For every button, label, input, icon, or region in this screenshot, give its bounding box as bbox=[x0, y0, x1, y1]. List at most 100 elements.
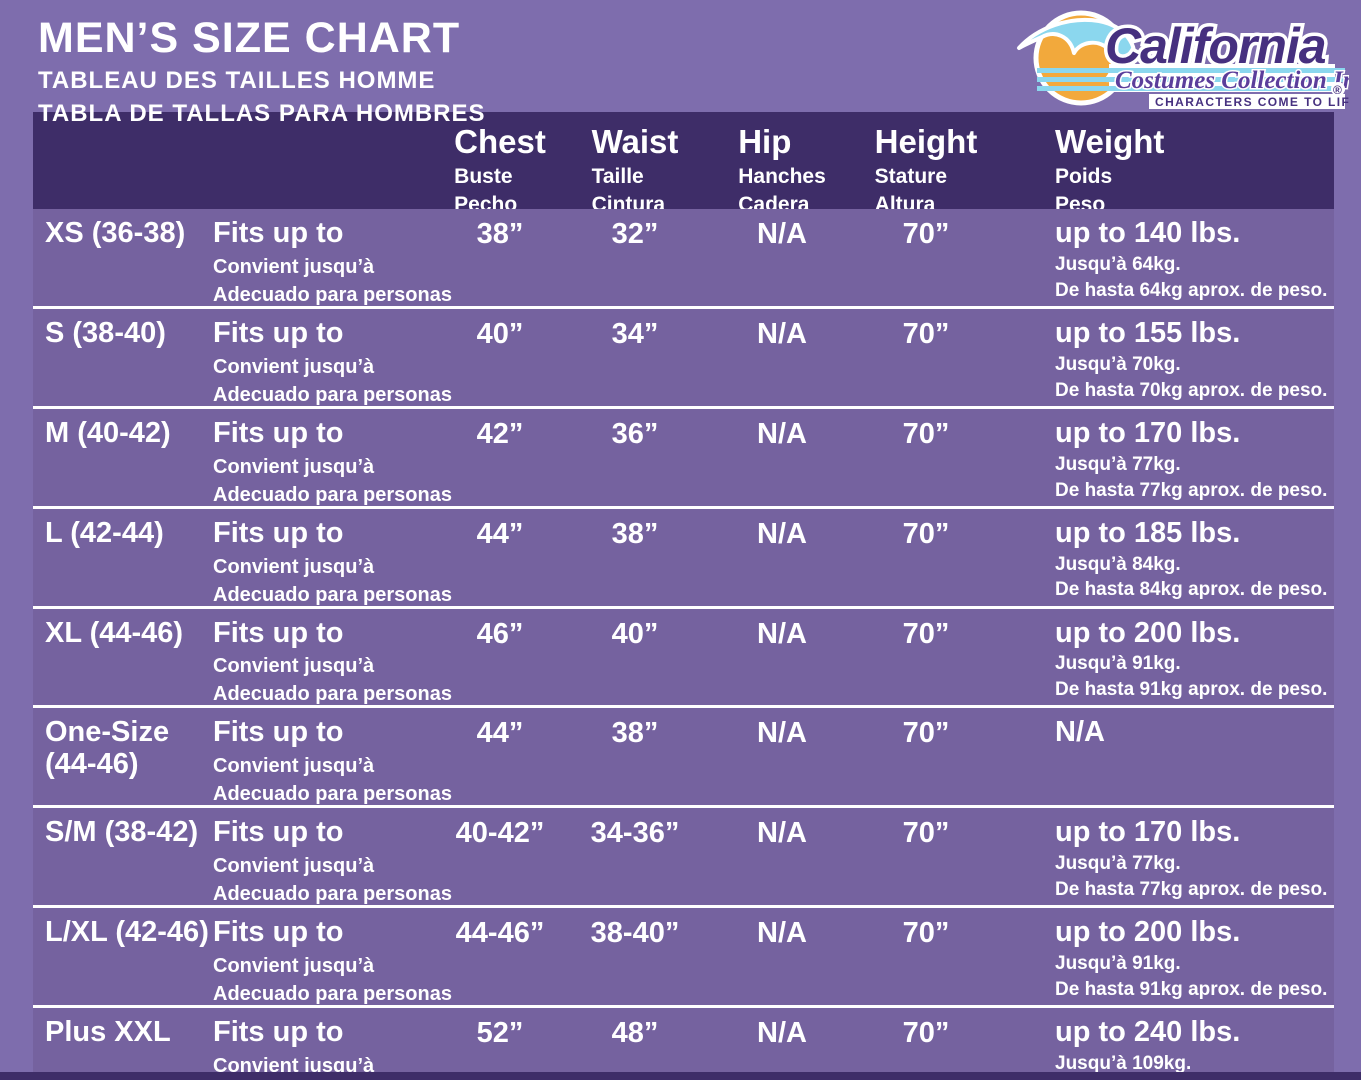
fits-description: Fits up to Convient jusqu’à Adecuado par… bbox=[213, 209, 452, 306]
height-value: 70” bbox=[902, 317, 950, 350]
chest-value: 46” bbox=[476, 617, 524, 650]
weight-fr: Jusqu’à 109kg. bbox=[1055, 1053, 1192, 1075]
weight-value: up to 240 lbs. Jusqu’à 109kg. De hasta 1… bbox=[988, 1008, 1338, 1080]
fits-label-es: Adecuado para personas bbox=[213, 283, 452, 306]
brand-subtext: Costumes Collection Inc bbox=[1115, 67, 1349, 94]
weight-value: up to 200 lbs. Jusqu’à 91kg. De hasta 91… bbox=[988, 609, 1334, 706]
fits-label-es: Adecuado para personas bbox=[213, 783, 452, 806]
chest-value: 40-42” bbox=[455, 817, 545, 850]
weight-value: up to 155 lbs. Jusqu’à 70kg. De hasta 70… bbox=[988, 309, 1334, 406]
weight-value: up to 140 lbs. Jusqu’à 64kg. De hasta 64… bbox=[988, 209, 1334, 306]
brand-tagline: CHARACTERS COME TO LIFE bbox=[1155, 95, 1349, 109]
size-label-line1: L/XL (42-46) bbox=[45, 916, 209, 949]
logo-graphic: California Costumes Collection Inc ® CHA… bbox=[1017, 10, 1361, 109]
hip-value: N/A bbox=[757, 317, 807, 350]
waist-value: 34” bbox=[611, 317, 659, 350]
fits-label-fr: Convient jusqu’à bbox=[213, 855, 375, 878]
weight-fr: Jusqu’à 91kg. bbox=[1055, 653, 1181, 675]
fits-label-fr: Convient jusqu’à bbox=[213, 555, 375, 578]
height-value: 70” bbox=[902, 717, 950, 750]
table-header-row: Chest Buste Pecho Waist Taille Cintura H… bbox=[33, 112, 1334, 216]
fits-label-es: Adecuado para personas bbox=[213, 583, 452, 606]
weight-value: up to 200 lbs. Jusqu’à 91kg. De hasta 91… bbox=[988, 908, 1334, 1005]
fits-label-fr: Convient jusqu’à bbox=[213, 755, 375, 778]
hip-value: N/A bbox=[757, 1017, 807, 1050]
weight-en: up to 170 lbs. bbox=[1055, 816, 1241, 849]
fits-label-es: Adecuado para personas bbox=[213, 983, 452, 1006]
size-label-line1: M (40-42) bbox=[45, 416, 171, 449]
height-value: 70” bbox=[902, 917, 950, 950]
fits-label-fr: Convient jusqu’à bbox=[213, 455, 375, 478]
height-value: 70” bbox=[902, 617, 950, 650]
header-spacer bbox=[213, 112, 430, 216]
brand-logo: California Costumes Collection Inc ® CHA… bbox=[1009, 4, 1361, 110]
fits-label-en: Fits up to bbox=[213, 217, 344, 249]
hip-value: N/A bbox=[757, 517, 807, 550]
size-table: Chest Buste Pecho Waist Taille Cintura H… bbox=[33, 112, 1338, 1080]
fits-description: Fits up to Convient jusqu’à Adecuado par… bbox=[213, 609, 452, 706]
fits-label-fr: Convient jusqu’à bbox=[213, 255, 375, 278]
chest-value: 44-46” bbox=[455, 917, 545, 950]
weight-fr: Jusqu’à 91kg. bbox=[1055, 953, 1181, 975]
table-row: XS (36-38) Fits up to Convient jusqu’à A… bbox=[33, 209, 1334, 306]
fits-description: Fits up to Convient jusqu’à Adecuado par… bbox=[213, 808, 452, 905]
weight-es: De hasta 91kg aprox. de peso. bbox=[1055, 679, 1328, 701]
page-title: MEN’S SIZE CHART bbox=[38, 14, 461, 62]
column-header-waist: Waist Taille Cintura bbox=[570, 112, 700, 216]
fits-description: Fits up to Convient jusqu’à Adecuado par… bbox=[213, 1008, 430, 1080]
hip-value: N/A bbox=[757, 717, 807, 750]
column-label: Weight bbox=[1055, 123, 1165, 160]
weight-en: N/A bbox=[1055, 716, 1105, 749]
weight-en: up to 200 lbs. bbox=[1055, 916, 1241, 949]
chest-value: 44” bbox=[476, 517, 524, 550]
table-row: L/XL (42-46) Fits up to Convient jusqu’à… bbox=[33, 905, 1334, 1006]
column-label-fr: Taille bbox=[591, 165, 644, 189]
size-label: Plus XXL bbox=[33, 1008, 213, 1080]
table-row: Plus XXL Fits up to Convient jusqu’à Ade… bbox=[33, 1005, 1338, 1080]
weight-fr: Jusqu’à 77kg. bbox=[1055, 453, 1181, 475]
size-label: M (40-42) bbox=[33, 409, 213, 506]
fits-label-en: Fits up to bbox=[213, 516, 344, 549]
hip-value: N/A bbox=[757, 917, 807, 950]
chest-value: 40” bbox=[476, 317, 524, 350]
size-label: S (38-40) bbox=[33, 309, 213, 406]
hip-value: N/A bbox=[757, 817, 807, 850]
table-row: XL (44-46) Fits up to Convient jusqu’à A… bbox=[33, 605, 1334, 706]
fits-description: Fits up to Convient jusqu’à Adecuado par… bbox=[213, 409, 452, 506]
header-spacer bbox=[33, 112, 213, 216]
column-label: Height bbox=[874, 123, 978, 160]
chest-value: 52” bbox=[476, 1017, 524, 1050]
weight-es: De hasta 77kg aprox. de peso. bbox=[1055, 479, 1328, 501]
weight-fr: Jusqu’à 64kg. bbox=[1055, 253, 1181, 275]
hip-value: N/A bbox=[757, 617, 807, 650]
table-body: XS (36-38) Fits up to Convient jusqu’à A… bbox=[33, 209, 1338, 1080]
fits-label-es: Adecuado para personas bbox=[213, 483, 452, 506]
column-label-fr: Poids bbox=[1055, 165, 1113, 189]
fits-label-es: Adecuado para personas bbox=[213, 683, 452, 706]
table-row: L (42-44) Fits up to Convient jusqu’à Ad… bbox=[33, 505, 1334, 606]
column-label: Hip bbox=[738, 123, 792, 160]
height-value: 70” bbox=[902, 817, 950, 850]
waist-value: 40” bbox=[611, 617, 659, 650]
weight-en: up to 170 lbs. bbox=[1055, 416, 1241, 449]
column-header-weight: Weight Poids Peso bbox=[988, 112, 1334, 216]
page-title-es: TABLA DE TALLAS PARA HOMBRES bbox=[38, 100, 486, 128]
fits-description: Fits up to Convient jusqu’à Adecuado par… bbox=[213, 708, 452, 806]
fits-label-fr: Convient jusqu’à bbox=[213, 955, 375, 978]
column-header-chest: Chest Buste Pecho bbox=[430, 112, 570, 216]
page-title-fr: TABLEAU DES TAILLES HOMME bbox=[38, 67, 436, 95]
weight-en: up to 185 lbs. bbox=[1055, 516, 1241, 549]
waist-value: 38” bbox=[611, 517, 659, 550]
size-label-line1: One-Size bbox=[45, 716, 170, 749]
size-label: XL (44-46) bbox=[33, 609, 213, 706]
fits-label-fr: Convient jusqu’à bbox=[213, 355, 375, 378]
size-label-line1: XS (36-38) bbox=[45, 217, 186, 249]
size-label-line2: (44-46) bbox=[45, 748, 139, 781]
column-label-fr: Stature bbox=[874, 165, 948, 189]
weight-value: up to 170 lbs. Jusqu’à 77kg. De hasta 77… bbox=[988, 808, 1334, 905]
fits-label-es: Adecuado para personas bbox=[213, 383, 452, 406]
chest-value: 42” bbox=[476, 417, 524, 450]
height-value: 70” bbox=[902, 417, 950, 450]
fits-description: Fits up to Convient jusqu’à Adecuado par… bbox=[213, 309, 452, 406]
